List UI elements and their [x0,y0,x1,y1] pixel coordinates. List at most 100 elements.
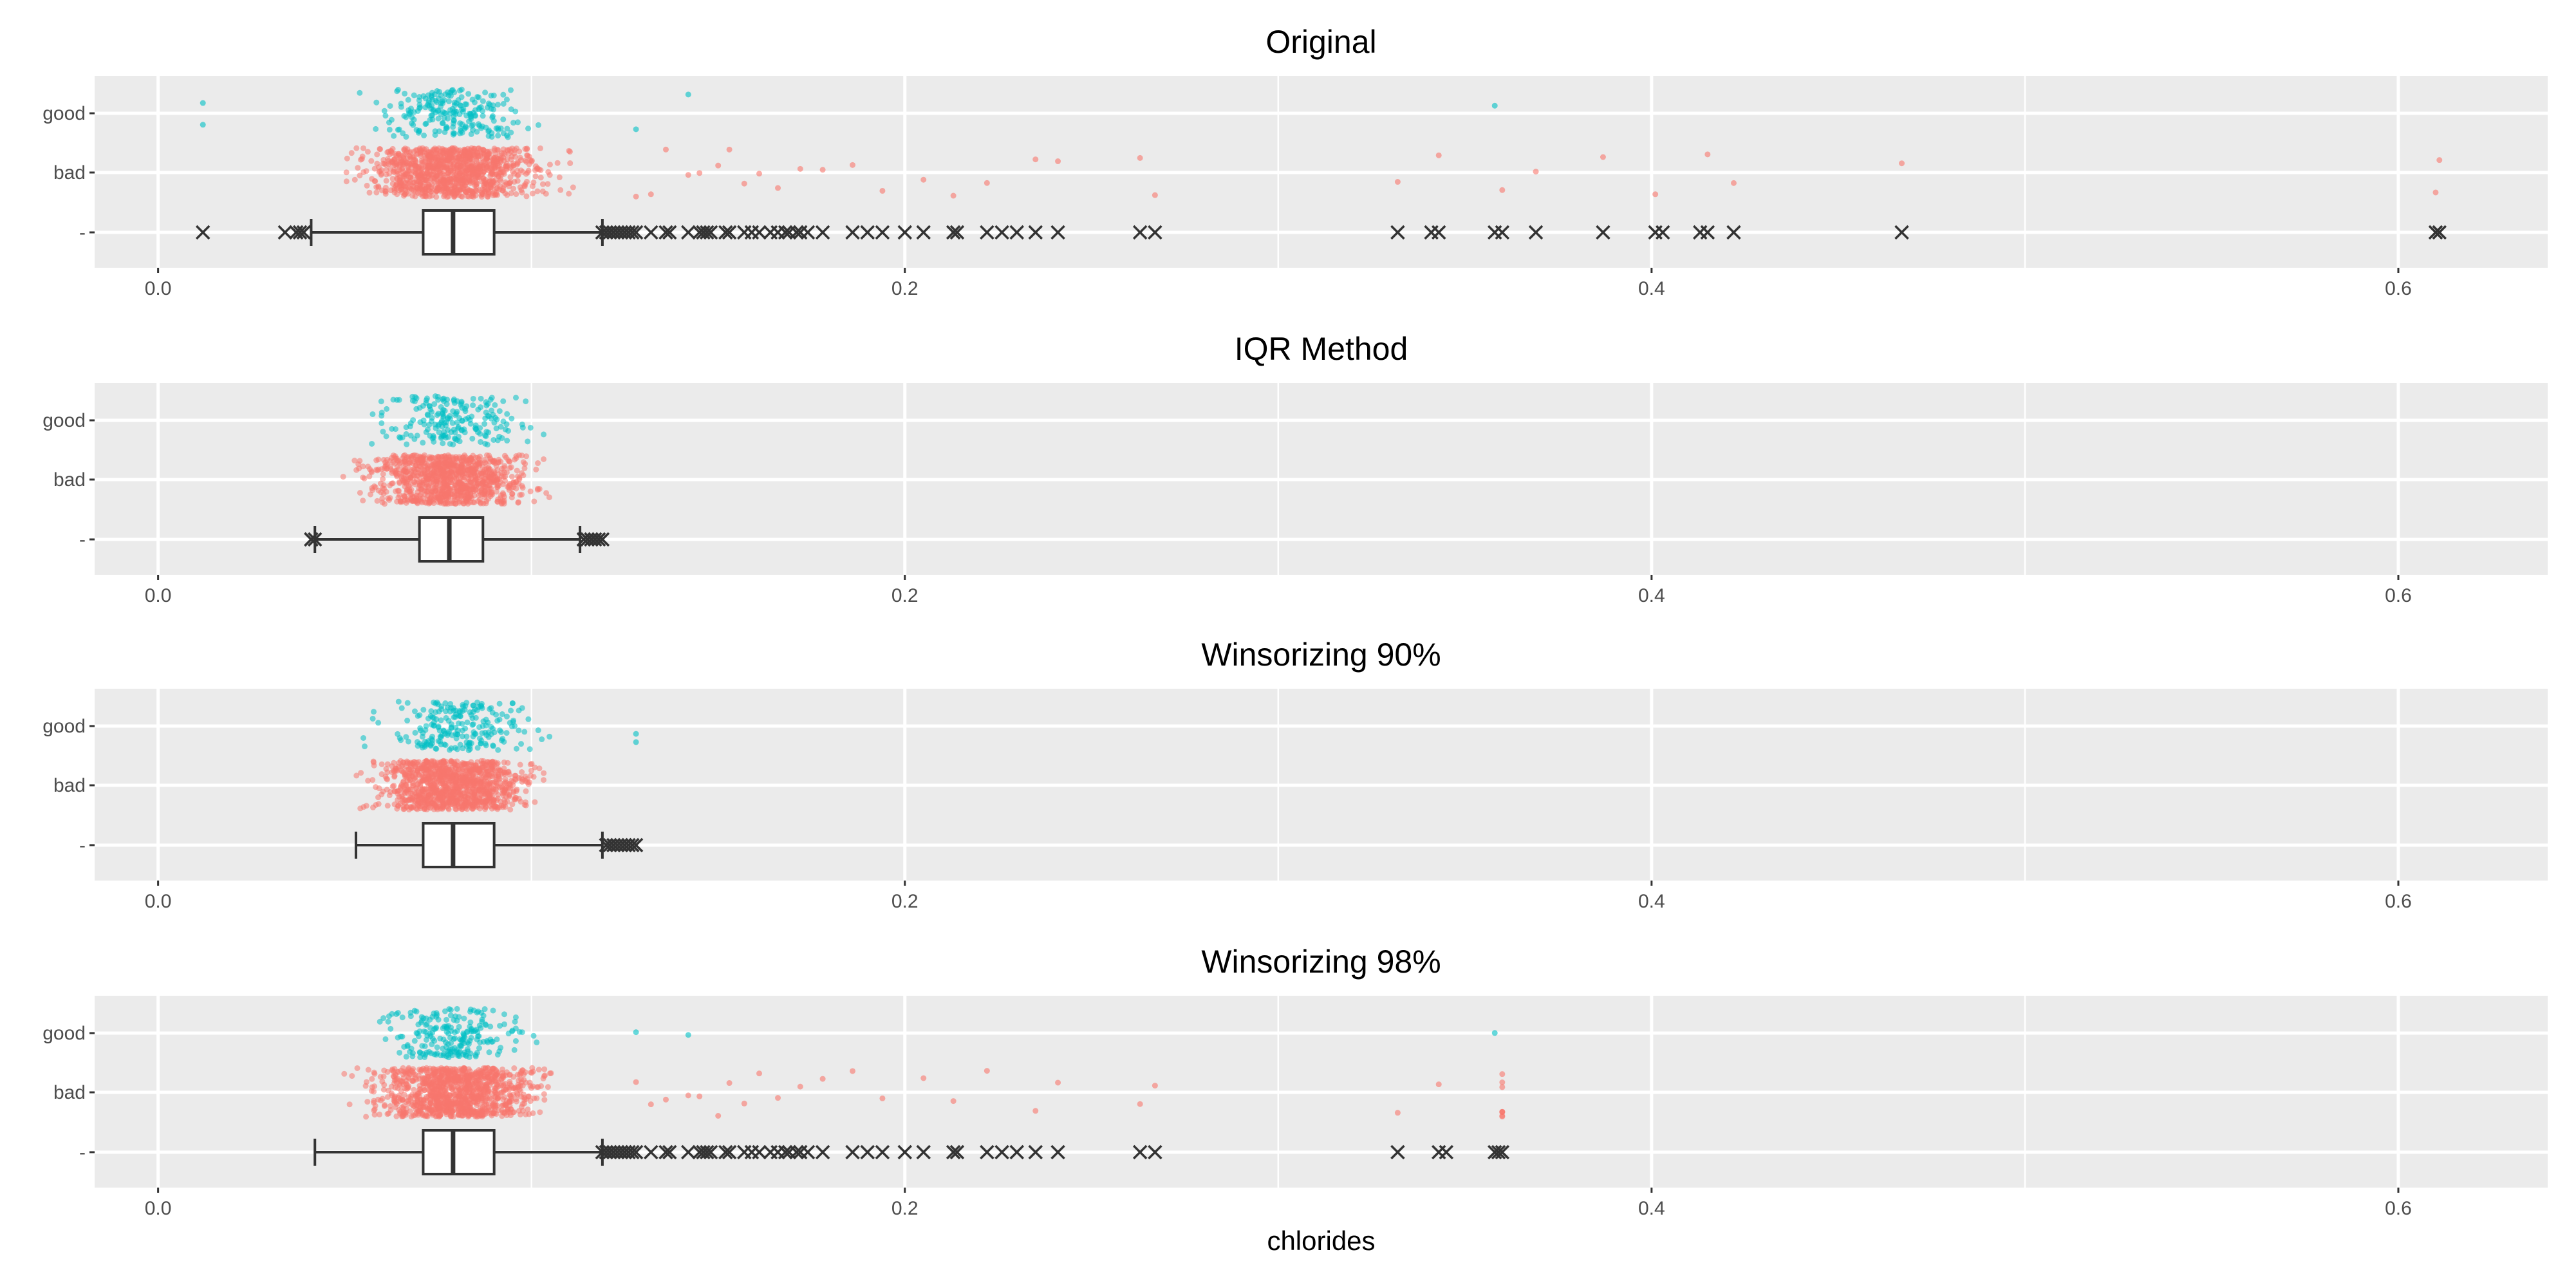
point-bad [490,458,496,464]
point-good [489,395,495,401]
point-bad [496,459,502,465]
point-bad [398,499,404,505]
point-good [451,102,458,109]
point-bad [393,185,400,192]
point-bad [519,470,525,476]
point-good [505,427,512,434]
point-good [371,709,377,715]
point-bad [397,180,403,186]
point-bad [411,1087,417,1093]
point-good [535,122,541,128]
point-bad [467,486,474,492]
point-bad [398,157,404,163]
point-good [408,106,415,112]
point-bad [509,801,516,808]
point-bad [353,145,360,151]
x-tick-label: 0.2 [891,278,919,299]
point-bad [455,783,462,790]
point-good [373,99,380,106]
point-bad [443,157,450,163]
point-good [405,97,411,103]
point-good [406,738,412,745]
point-bad [373,189,380,196]
point-good [500,398,507,404]
point-bad [447,770,453,777]
point-bad [427,498,434,504]
point-good [386,126,393,133]
outlier-mark [815,225,830,240]
point-bad [471,776,478,783]
point-good [439,120,445,127]
point-bad [380,1087,387,1093]
point-good [685,91,691,98]
point-good [495,747,501,753]
point-bad [546,162,553,168]
point-bad [355,461,362,467]
point-bad [513,485,519,492]
point-good [463,733,470,740]
point-bad [480,175,487,182]
point-bad [1600,154,1606,160]
point-good [483,722,489,729]
point-bad [483,452,490,458]
point-good [493,711,499,718]
point-bad [454,1083,461,1090]
point-bad [362,1083,369,1089]
panel-title: Winsorizing 98% [1201,944,1441,980]
point-bad [445,494,451,501]
point-good [523,398,529,404]
outlier-mark [662,225,677,240]
point-bad [501,1094,507,1100]
point-bad [527,488,534,494]
point-bad [424,170,431,176]
point-bad [412,777,418,783]
point-good [455,97,462,103]
y-tick-label: bad [53,1082,86,1103]
y-tick-label: bad [53,469,86,490]
point-bad [850,162,856,168]
point-good [482,89,489,96]
point-good [437,738,443,745]
point-good [420,707,427,713]
point-bad [407,180,413,186]
point-bad [404,486,411,492]
outlier-mark [628,837,644,853]
point-good [500,100,507,107]
point-bad [395,790,401,797]
point-good [384,406,390,412]
point-good [438,717,444,723]
point-good [200,122,206,128]
point-bad [375,1096,381,1103]
point-bad [380,490,387,497]
point-bad [429,758,435,764]
y-tick-label: good [42,103,86,124]
point-good [423,120,429,127]
point-bad [542,1072,548,1079]
point-bad [403,499,409,506]
point-bad [369,777,376,783]
point-bad [441,168,447,174]
point-good [464,719,471,725]
outlier-mark [296,225,312,240]
point-good [490,118,497,124]
point-bad [480,481,486,488]
point-bad [415,1112,422,1118]
point-good [438,92,444,98]
point-bad [521,801,528,808]
point-good [513,745,519,752]
point-bad [449,145,456,152]
point-good [465,415,471,421]
point-bad [407,770,414,776]
point-bad [370,759,377,765]
points-bad [340,452,552,507]
point-good [402,90,408,97]
outlier-mark [1656,225,1670,240]
point-bad [403,767,409,773]
point-bad [556,174,563,181]
point-good [525,126,532,132]
point-good [472,112,478,118]
point-bad [382,465,388,472]
point-bad [498,498,504,505]
point-bad [726,146,733,153]
point-bad [497,166,503,173]
